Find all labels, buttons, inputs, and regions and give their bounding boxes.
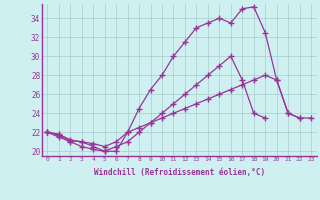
X-axis label: Windchill (Refroidissement éolien,°C): Windchill (Refroidissement éolien,°C) <box>94 168 265 177</box>
